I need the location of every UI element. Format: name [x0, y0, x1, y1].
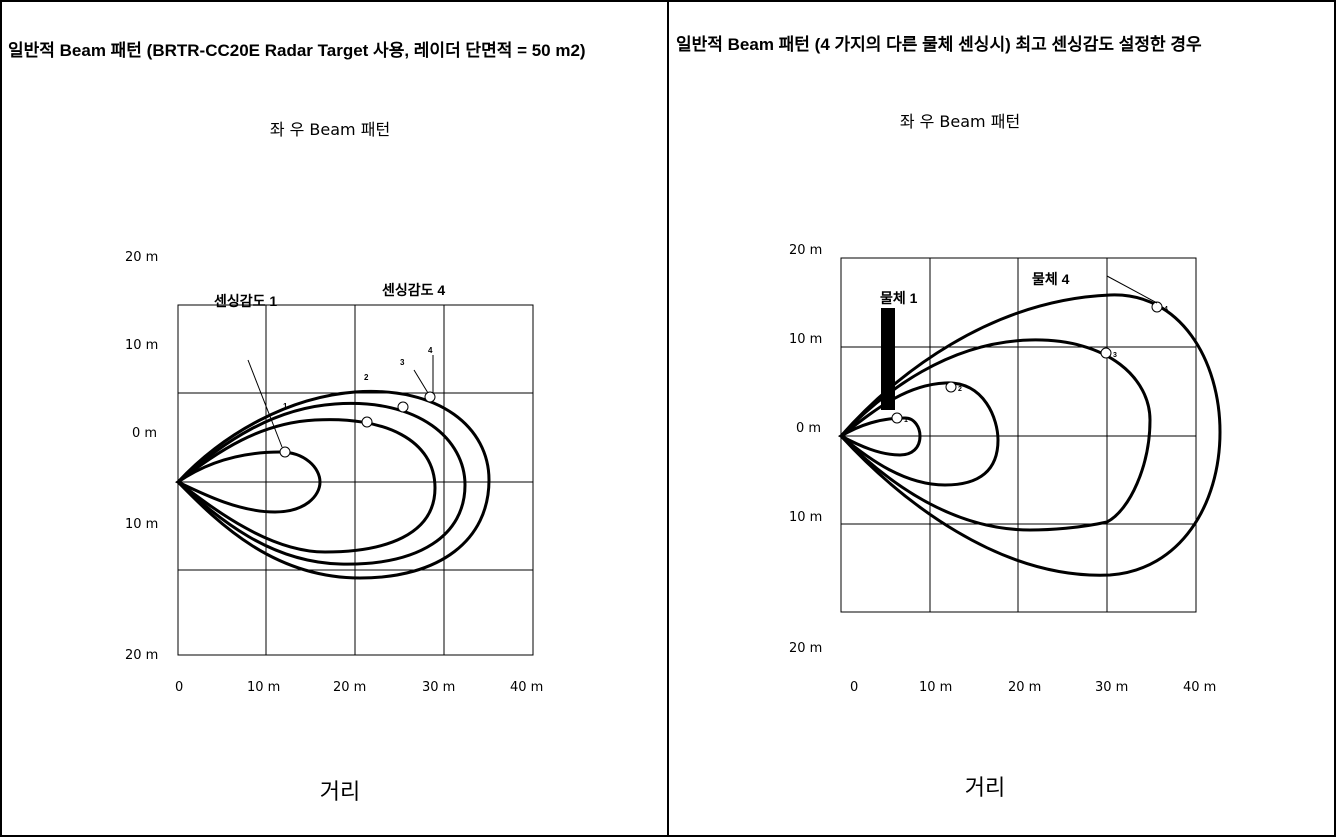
- left-beam-1: [175, 450, 322, 514]
- left-panel-title: 일반적 Beam 패턴 (BRTR-CC20E Radar Target 사용,…: [8, 41, 586, 60]
- left-ytick-bottom: 20 m: [125, 648, 159, 663]
- right-subtitle: 좌 우 Beam 패턴: [899, 112, 1021, 131]
- left-ytick-10up: 10 m: [125, 338, 159, 353]
- left-leaders: [247, 355, 434, 448]
- left-curve-num-2: 2: [364, 373, 369, 382]
- left-xtick-30: 30 m: [422, 680, 456, 695]
- left-curve-num-4: 4: [428, 346, 433, 355]
- left-beam-curves: [175, 389, 491, 580]
- right-obj4-label: 물체 4: [1032, 271, 1070, 287]
- right-panel-title: 일반적 Beam 패턴 (4 가지의 다른 물체 센싱시) 최고 센싱감도 설정…: [676, 35, 1202, 54]
- right-ytick-0: 0 m: [796, 421, 822, 436]
- right-ytick-10up: 10 m: [789, 332, 823, 347]
- left-beam-4: [175, 389, 491, 580]
- left-xtick-40: 40 m: [510, 680, 544, 695]
- left-sens1-label: 센싱감도 1: [214, 293, 277, 309]
- right-beam-2: [838, 381, 1000, 487]
- left-ytick-10down: 10 m: [125, 517, 159, 532]
- left-xtick-0: 0: [175, 680, 184, 695]
- right-ytick-top: 20 m: [789, 243, 823, 258]
- right-curve-num-1: 1: [904, 417, 908, 424]
- right-beam-4: [838, 293, 1222, 577]
- left-curve-num-3: 3: [400, 358, 405, 367]
- panel-divider: [667, 0, 669, 837]
- right-beam-curves: [837, 293, 1222, 577]
- left-xlabel: 거리: [319, 780, 361, 805]
- left-sens4-label: 센싱감도 4: [382, 282, 445, 298]
- right-xtick-40: 40 m: [1183, 680, 1217, 695]
- left-subtitle: 좌 우 Beam 패턴: [269, 120, 391, 139]
- right-ytick-bottom: 20 m: [789, 641, 823, 656]
- right-object-1-bar: [881, 308, 895, 410]
- right-xtick-0: 0: [850, 680, 859, 695]
- right-grid: [840, 257, 1197, 613]
- left-beam-3: [175, 401, 467, 566]
- left-ytick-top: 20 m: [125, 250, 159, 265]
- right-curve-num-4: 4: [1164, 306, 1168, 313]
- left-xtick-10: 10 m: [247, 680, 281, 695]
- right-beam-3: [838, 338, 1152, 532]
- right-curve-num-2: 2: [958, 386, 962, 393]
- left-markers: [279, 391, 436, 458]
- right-curve-num-3: 3: [1113, 352, 1117, 359]
- left-ytick-0: 0 m: [132, 426, 158, 441]
- right-xtick-20: 20 m: [1008, 680, 1042, 695]
- right-markers: [891, 301, 1163, 424]
- right-xlabel: 거리: [964, 776, 1006, 801]
- right-obj4-leader: [1106, 275, 1158, 304]
- right-obj1-label: 물체 1: [880, 290, 918, 306]
- right-xtick-10: 10 m: [919, 680, 953, 695]
- right-beam-1: [837, 416, 922, 457]
- left-grid: [177, 304, 534, 656]
- left-curve-num-1: 1: [283, 402, 288, 411]
- left-beam-2: [175, 418, 437, 554]
- left-xtick-20: 20 m: [333, 680, 367, 695]
- right-xtick-30: 30 m: [1095, 680, 1129, 695]
- right-ytick-10down: 10 m: [789, 510, 823, 525]
